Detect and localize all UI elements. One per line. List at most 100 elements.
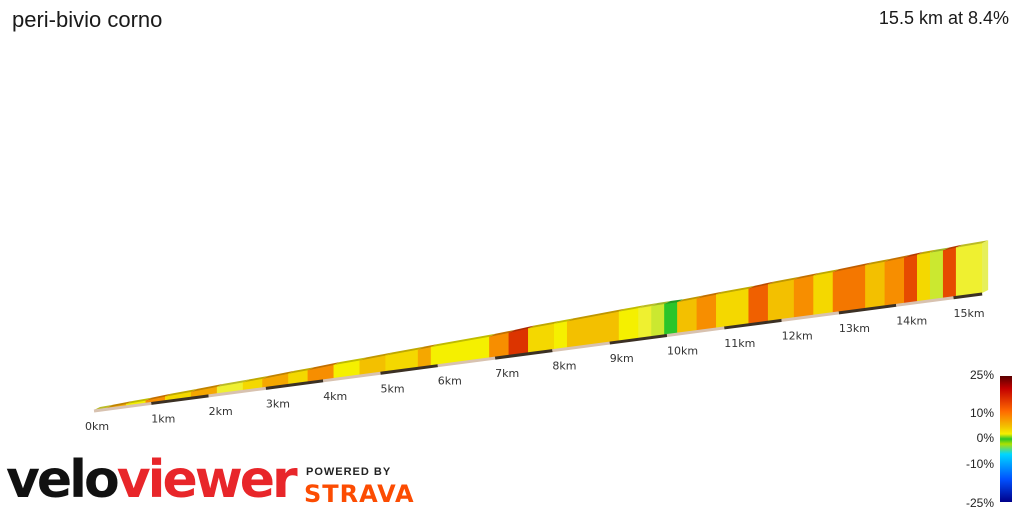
profile-segment	[904, 254, 918, 304]
x-tick-label: 0km	[85, 420, 109, 433]
profile-segment	[696, 294, 717, 331]
axis-km-band	[666, 326, 725, 337]
profile-segment-top	[307, 362, 340, 371]
profile-segment-top	[884, 254, 911, 262]
axis-km-band	[838, 303, 897, 315]
profile-segment-top	[917, 249, 937, 255]
axis-km-band	[953, 292, 983, 300]
legend-tick: -10%	[965, 457, 994, 471]
profile-segment-top	[619, 305, 645, 312]
profile-segment-top	[813, 269, 840, 276]
legend-tick: 0%	[976, 431, 994, 445]
profile-segment	[417, 346, 432, 368]
axis-km-band	[609, 334, 668, 345]
axis-km-band	[93, 401, 152, 413]
x-tick-label: 8km	[552, 360, 576, 373]
profile-segment-top	[554, 318, 574, 324]
x-tick-label: 10km	[667, 345, 698, 358]
profile-segment	[793, 275, 814, 319]
profile-segment	[748, 284, 769, 325]
profile-segment	[664, 301, 678, 336]
profile-segment-top	[696, 291, 723, 299]
profile-segment-top	[508, 325, 535, 333]
profile-segment	[865, 261, 886, 309]
profile-segment-top	[567, 308, 626, 322]
axis-km-band	[208, 386, 267, 398]
profile-segment-top	[126, 397, 152, 404]
profile-segment	[813, 271, 834, 316]
profile-segment-top	[664, 299, 684, 304]
profile-segment-top	[217, 379, 250, 387]
chart-title: peri-bivio corno	[12, 7, 163, 32]
profile-segment	[677, 298, 698, 334]
profile-segment-top	[528, 320, 561, 329]
x-tick-label: 6km	[438, 375, 462, 388]
axis-km-band	[380, 364, 438, 375]
x-tick-label: 2km	[209, 405, 233, 418]
profile-segment-top	[794, 272, 820, 280]
axis-km-band	[552, 341, 610, 353]
gradient-color-scale	[1000, 376, 1012, 502]
profile-segment-top	[716, 285, 755, 295]
profile-segment-top	[904, 251, 924, 258]
strava-logo: STRAVA	[304, 480, 415, 508]
profile-segment	[553, 321, 568, 350]
profile-segment-top	[651, 300, 671, 306]
legend-tick: 10%	[969, 406, 994, 420]
axis-km-band	[724, 318, 782, 330]
profile-segment-top	[748, 281, 775, 289]
axis-km-band	[265, 379, 324, 390]
profile-segment-top	[418, 344, 438, 350]
profile-segment	[508, 328, 529, 356]
profile-segment	[917, 252, 931, 302]
axis-km-band	[896, 296, 954, 307]
x-tick-label: 9km	[610, 352, 634, 365]
profile-segment-top	[865, 258, 891, 266]
profile-segment-top	[243, 375, 269, 383]
legend-tick: 25%	[969, 368, 994, 382]
x-tick-label: 4km	[323, 390, 347, 403]
profile-segment-top	[431, 333, 496, 348]
profile-segment-top	[768, 276, 801, 285]
axis-km-band	[323, 371, 381, 383]
profile-segment-top	[930, 247, 950, 253]
axis-km-band	[437, 356, 496, 368]
logo-text-viewer: viewer	[116, 450, 298, 510]
axis-km-band	[494, 349, 553, 360]
profile-segment-top	[359, 352, 392, 361]
profile-segment	[942, 247, 957, 299]
powered-by-label: POWERED BY	[306, 466, 392, 478]
profile-segment	[618, 307, 639, 342]
profile-segment	[489, 332, 510, 359]
climb-summary: 15.5 km at 8.4%	[878, 8, 1009, 28]
x-tick-label: 12km	[782, 329, 813, 342]
x-tick-label: 5km	[381, 382, 405, 395]
profile-segment	[929, 250, 944, 301]
profile-end-cap	[982, 240, 989, 293]
profile-segment	[955, 242, 983, 297]
x-tick-label: 3km	[266, 397, 290, 410]
gradient-legend: 25% 10% 0% -10% -25%	[950, 366, 1020, 510]
profile-segment-top	[106, 400, 133, 408]
profile-segment-top	[333, 357, 366, 366]
profile-segment-top	[288, 367, 314, 374]
x-tick-label: 11km	[724, 337, 755, 350]
legend-tick: -25%	[965, 496, 994, 510]
logo-text-velo: velo	[6, 450, 120, 510]
profile-segment	[528, 323, 555, 354]
profile-segment	[651, 303, 665, 337]
profile-segment-top	[833, 262, 872, 273]
profile-segment-top	[956, 240, 989, 248]
profile-segment-top	[677, 295, 703, 303]
x-tick-label: 14km	[896, 314, 927, 327]
profile-segment	[832, 265, 866, 313]
profile-segment-top	[638, 302, 658, 309]
profile-segment	[716, 288, 750, 329]
profile-segment-top	[165, 388, 198, 397]
axis-km-band	[781, 311, 840, 322]
x-tick-label: 7km	[495, 367, 519, 380]
x-tick-label: 13km	[839, 322, 870, 335]
profile-segment	[767, 279, 795, 322]
profile-segment	[884, 257, 905, 307]
